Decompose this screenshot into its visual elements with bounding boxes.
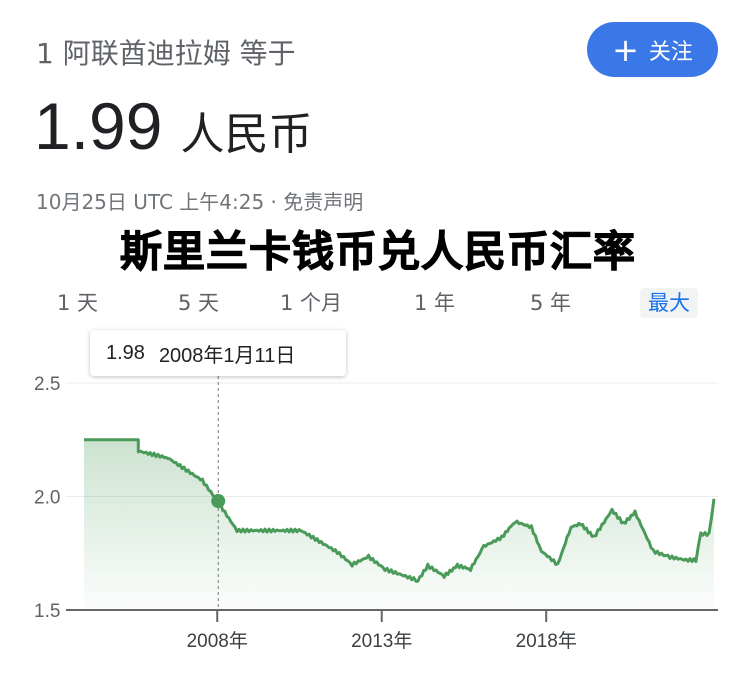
tab-1m[interactable]: 1 个月 [280,291,343,315]
y-tick-label: 2.5 [34,374,60,395]
series-area [84,439,714,610]
rate-value: 1.99 [34,89,163,163]
timestamp-disclaimer[interactable]: 10月25日 UTC 上午4:25 · 免责声明 [36,190,364,214]
tab-max[interactable]: 最大 [640,288,698,318]
follow-button[interactable]: + 关注 [587,22,718,77]
x-tick-label: 2018年 [516,630,577,652]
plus-icon: + [612,30,639,69]
tooltip-date: 2008年1月11日 [158,344,296,367]
range-tabs: 1 天 5 天 1 个月 1 年 5 年 最大 [0,288,750,322]
overlay-title: 斯里兰卡钱币兑人民币汇率 [119,227,637,277]
y-tick-label: 1.5 [34,601,60,622]
series-line [84,438,716,583]
tooltip: 1.98 2008年1月11日 [90,330,346,376]
tooltip-value: 1.98 [106,341,145,364]
y-tick-label: 2.0 [34,488,60,509]
x-tick-label: 2008年 [187,630,248,652]
tab-5d[interactable]: 5 天 [178,291,220,315]
tab-5y[interactable]: 5 年 [530,291,572,315]
tab-1d[interactable]: 1 天 [57,291,99,315]
target-currency: 人民币 [180,109,313,160]
tab-1y[interactable]: 1 年 [414,291,456,315]
highlight-point [211,494,226,509]
base-amount-label: 1 阿联酋迪拉姆 等于 [36,37,296,70]
converted-rate: 1.99 人民币 [34,88,312,164]
x-tick-label: 2013年 [351,630,412,652]
follow-label: 关注 [648,39,693,65]
